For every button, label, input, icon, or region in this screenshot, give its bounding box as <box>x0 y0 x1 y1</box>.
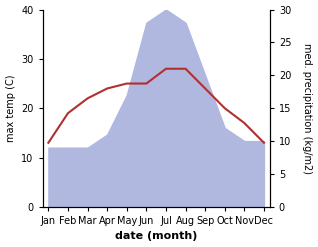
Y-axis label: max temp (C): max temp (C) <box>5 74 16 142</box>
X-axis label: date (month): date (month) <box>115 231 197 242</box>
Y-axis label: med. precipitation (kg/m2): med. precipitation (kg/m2) <box>302 43 313 174</box>
